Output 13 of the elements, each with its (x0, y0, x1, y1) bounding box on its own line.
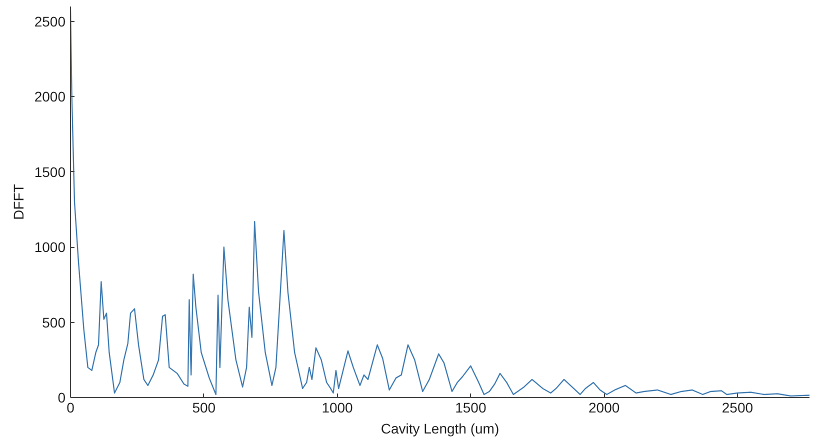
x-tick-label: 1500 (455, 400, 486, 416)
y-tick-label: 1000 (34, 239, 66, 256)
y-axis-title: DFFT (10, 184, 26, 220)
x-axis-title: Cavity Length (um) (380, 420, 500, 436)
x-tick-label: 500 (192, 400, 216, 416)
y-tick-label: 2000 (34, 88, 66, 105)
y-tick-label: 1500 (34, 164, 66, 180)
x-tick-label: 2000 (588, 400, 620, 416)
x-tick-label: 1000 (322, 400, 354, 416)
y-tick-label: 0 (58, 390, 66, 406)
y-tick-label: 2500 (34, 14, 66, 30)
y-tick-label: 500 (42, 314, 66, 330)
x-tick-label: 2500 (722, 400, 754, 416)
